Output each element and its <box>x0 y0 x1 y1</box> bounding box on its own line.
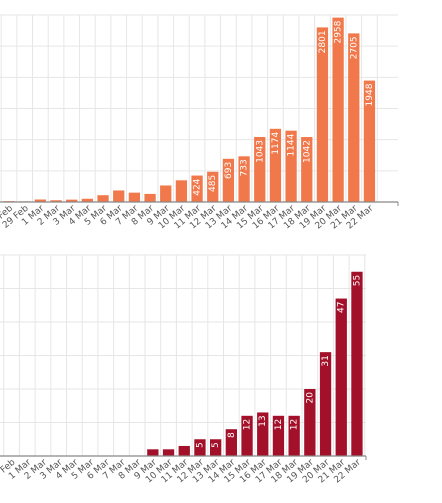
value-label: 5 <box>195 442 205 448</box>
value-label: 693 <box>224 162 234 179</box>
value-label: 55 <box>352 275 362 286</box>
bar <box>50 200 62 202</box>
bar <box>335 298 347 456</box>
value-label: 733 <box>240 159 250 176</box>
bar <box>81 198 94 202</box>
bar <box>175 180 188 202</box>
bar <box>225 429 238 456</box>
bar <box>238 156 250 202</box>
bar <box>288 415 300 456</box>
bar <box>316 27 329 203</box>
bar <box>363 80 376 202</box>
value-label: 8 <box>227 432 237 438</box>
value-label: 1174 <box>271 132 281 155</box>
bar <box>272 415 285 456</box>
value-label: 2958 <box>334 20 344 43</box>
value-label: 13 <box>258 415 268 426</box>
value-label: 12 <box>290 419 300 430</box>
bar <box>209 439 222 456</box>
value-label: 424 <box>193 178 203 195</box>
bar <box>222 158 235 202</box>
value-label: 31 <box>321 355 331 366</box>
bar <box>113 190 125 202</box>
bar <box>241 415 253 456</box>
bar <box>147 449 159 456</box>
bar <box>269 128 282 202</box>
bar <box>304 389 316 456</box>
bar <box>191 175 203 202</box>
bar <box>97 195 109 202</box>
bar <box>319 352 332 456</box>
value-label: 1043 <box>255 140 265 163</box>
bar <box>66 199 78 202</box>
value-label: 1042 <box>302 140 312 163</box>
bar <box>194 439 206 456</box>
bar <box>207 171 219 202</box>
bar <box>285 130 297 202</box>
value-label: 5 <box>211 442 221 448</box>
bar <box>257 412 269 456</box>
bar <box>160 185 172 202</box>
value-label: 12 <box>274 419 284 430</box>
value-label: 2801 <box>318 30 328 53</box>
value-label: 12 <box>243 419 253 430</box>
value-label: 20 <box>305 392 315 404</box>
value-label: 2705 <box>349 36 359 59</box>
bar <box>178 445 190 456</box>
bar <box>348 33 360 202</box>
value-label: 1144 <box>287 133 297 156</box>
bar <box>351 271 363 456</box>
bar <box>128 192 141 202</box>
bar <box>144 193 156 202</box>
value-label: 47 <box>337 302 347 313</box>
bar <box>301 137 313 202</box>
bar <box>332 17 344 203</box>
bar <box>162 449 175 456</box>
value-label: 1948 <box>365 83 375 106</box>
value-label: 485 <box>208 175 218 192</box>
bar <box>254 136 266 202</box>
bar <box>34 199 47 202</box>
